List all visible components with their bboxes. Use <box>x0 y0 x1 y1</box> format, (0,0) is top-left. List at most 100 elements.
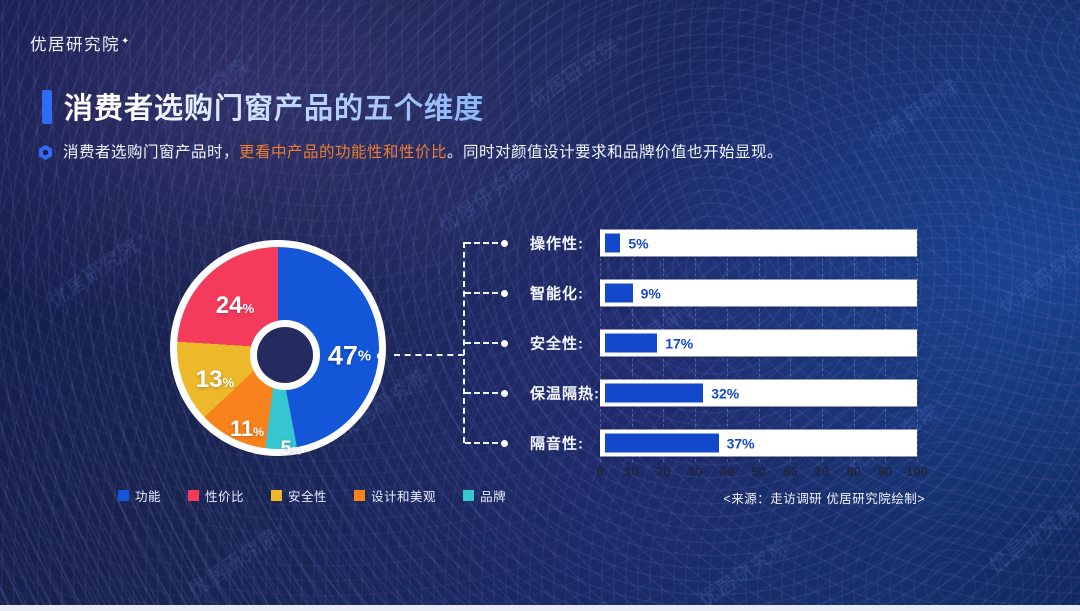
pie-label-value: 5% <box>281 438 302 461</box>
legend-item: 性价比 <box>188 486 244 505</box>
bar-track: 37% <box>600 429 917 457</box>
legend-item: 安全性 <box>271 486 327 505</box>
bar-fill <box>605 283 633 303</box>
title-accent-bar <box>42 90 52 124</box>
subtitle-part1: 消费者选购门窗产品时， <box>63 144 240 161</box>
brand-watermark: 优居研究院⁺ <box>865 67 974 153</box>
bar-fill <box>605 433 719 453</box>
callout-dot <box>377 352 385 360</box>
x-tick-label: 0 <box>596 464 604 479</box>
pie-value: 47 <box>327 340 358 371</box>
branch-dot <box>501 340 508 347</box>
legend-item: 设计和美观 <box>354 486 436 505</box>
donut-hole <box>250 320 320 390</box>
subtitle-part2: 。同时对颜值设计要求和品牌价值也开始显现。 <box>447 144 784 161</box>
brand-watermark: 优居研究院⁺ <box>995 232 1080 318</box>
connector-line-main <box>394 354 464 356</box>
legend-label: 品牌 <box>480 490 507 504</box>
legend-label: 性价比 <box>205 490 245 504</box>
donut-chart-area: 24% 13% 11% 5% 47% <box>170 240 400 470</box>
x-tick-label: 50 <box>751 464 766 479</box>
pie-label-value-main: 47% <box>327 340 385 372</box>
percent-sign: % <box>242 301 255 316</box>
pie-value: 11 <box>229 416 254 441</box>
brand-watermark: 优居研究院⁺ <box>45 227 154 313</box>
connector-line-vertical <box>463 242 465 443</box>
connector-branch <box>465 292 498 294</box>
pie-label-value: 13% <box>196 366 234 394</box>
x-tick-label: 10 <box>624 464 639 479</box>
legend-item: 功能 <box>118 486 161 505</box>
bar-category-label: 安全性: <box>530 335 584 353</box>
brand-watermark: 优居研究院⁺ <box>185 517 294 603</box>
bar-value-label: 5% <box>628 235 649 251</box>
legend-label: 安全性 <box>288 490 328 504</box>
bar-track: 32% <box>600 379 917 407</box>
page-title: 消费者选购门窗产品的五个维度 <box>64 85 484 127</box>
subtitle-highlight: 更看中产品的功能性和性价比 <box>239 144 448 161</box>
legend-swatch <box>271 490 283 501</box>
brand-watermark: 优居研究院⁺ <box>985 492 1080 578</box>
x-tick-label: 100 <box>906 464 928 479</box>
bar-value-label: 37% <box>726 435 755 451</box>
branch-dot <box>501 290 508 297</box>
brand-watermark: 优居研究院⁺ <box>525 27 634 113</box>
x-tick-label: 90 <box>878 464 893 479</box>
bar-track: 9% <box>600 279 917 307</box>
x-tick-label: 70 <box>814 464 830 479</box>
bar-category-label: 保温隔热: <box>530 385 600 403</box>
bar-value-label: 32% <box>711 385 740 401</box>
subtitle-text: 消费者选购门窗产品时，更看中产品的功能性和性价比。同时对颜值设计要求和品牌价值也… <box>63 143 783 164</box>
percent-sign: % <box>357 348 372 364</box>
pie-value: 24 <box>215 292 243 319</box>
subtitle-row: 消费者选购门窗产品时，更看中产品的功能性和性价比。同时对颜值设计要求和品牌价值也… <box>38 143 1048 164</box>
gridline <box>917 228 918 462</box>
legend-label: 设计和美观 <box>371 490 437 504</box>
bar-fill <box>605 333 658 353</box>
donut-hole-inner <box>257 327 313 383</box>
pie-label-value: 11% <box>230 416 264 442</box>
bar-value-label: 17% <box>665 335 694 351</box>
bar-track: 17% <box>600 329 917 357</box>
source-note: <来源：走访调研 优居研究院绘制> <box>723 492 925 506</box>
percent-sign: % <box>222 375 235 390</box>
pie-legend: 功能 性价比 安全性 设计和美观 品牌 <box>118 486 506 505</box>
bar-fill <box>605 233 621 253</box>
connector-branch <box>465 392 498 394</box>
pie-value: 13 <box>195 366 223 393</box>
pie-label-value: 24% <box>216 292 254 320</box>
legend-swatch <box>118 490 129 501</box>
bar-category-label: 操作性: <box>530 235 584 253</box>
x-tick-label: 80 <box>846 464 861 479</box>
x-axis: 0 10 20 30 40 50 60 70 80 90 100 <box>596 464 927 482</box>
branch-dot <box>501 390 508 397</box>
branch-dot <box>501 240 508 247</box>
pie-value: 5 <box>280 437 292 460</box>
brand-watermark: 优居研究院⁺ <box>695 527 804 611</box>
branch-dot <box>501 440 508 447</box>
brand-logo-text: 优居研究院 <box>30 36 120 54</box>
bar-value-label: 9% <box>640 285 661 301</box>
bar-track: 5% <box>600 229 917 257</box>
legend-item: 品牌 <box>463 486 506 505</box>
brand-logo: 优居研究院✦ <box>30 31 131 55</box>
connector-branch <box>465 342 498 344</box>
legend-label: 功能 <box>135 490 162 504</box>
x-tick-label: 40 <box>719 464 735 479</box>
percent-sign: % <box>253 425 265 439</box>
connector-branch <box>465 242 498 244</box>
hexagon-bullet-icon <box>39 145 52 160</box>
x-tick-label: 20 <box>656 464 671 479</box>
bar-fill <box>605 383 704 403</box>
bottom-strip <box>0 605 1080 611</box>
x-tick-label: 60 <box>782 464 798 479</box>
bar-category-label: 智能化: <box>530 285 584 303</box>
legend-swatch <box>188 490 200 501</box>
legend-swatch <box>354 490 366 501</box>
percent-sign: % <box>291 445 302 458</box>
bar-category-label: 隔音性: <box>530 435 584 453</box>
connector-branch <box>465 442 498 444</box>
sparkle-icon: ✦ <box>121 35 131 47</box>
legend-swatch <box>463 490 475 501</box>
